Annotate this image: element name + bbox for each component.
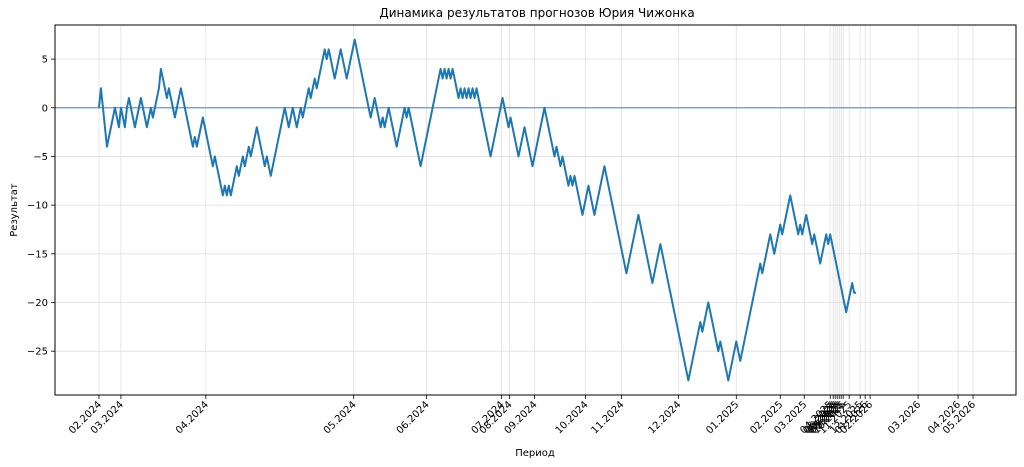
y-axis-ticks: 5 0 −5 −10 −15 −20 −25 — [27, 55, 55, 358]
y-tick-label: −25 — [27, 347, 48, 358]
chart-title: Динамика результатов прогнозов Юрия Чижо… — [379, 6, 694, 20]
x-axis-label: Период — [515, 448, 555, 459]
series-line-layer — [97, 38, 857, 382]
y-tick-label: −15 — [27, 249, 48, 260]
series-line — [97, 38, 857, 382]
y-tick-label: −20 — [27, 298, 48, 309]
y-tick-label: −10 — [27, 201, 48, 212]
plot-frame — [54, 24, 1017, 396]
y-axis-label: Результат — [9, 183, 20, 237]
y-tick-label: 0 — [42, 103, 48, 114]
y-tick-label: −5 — [33, 152, 48, 163]
y-tick-label: 5 — [42, 55, 48, 66]
